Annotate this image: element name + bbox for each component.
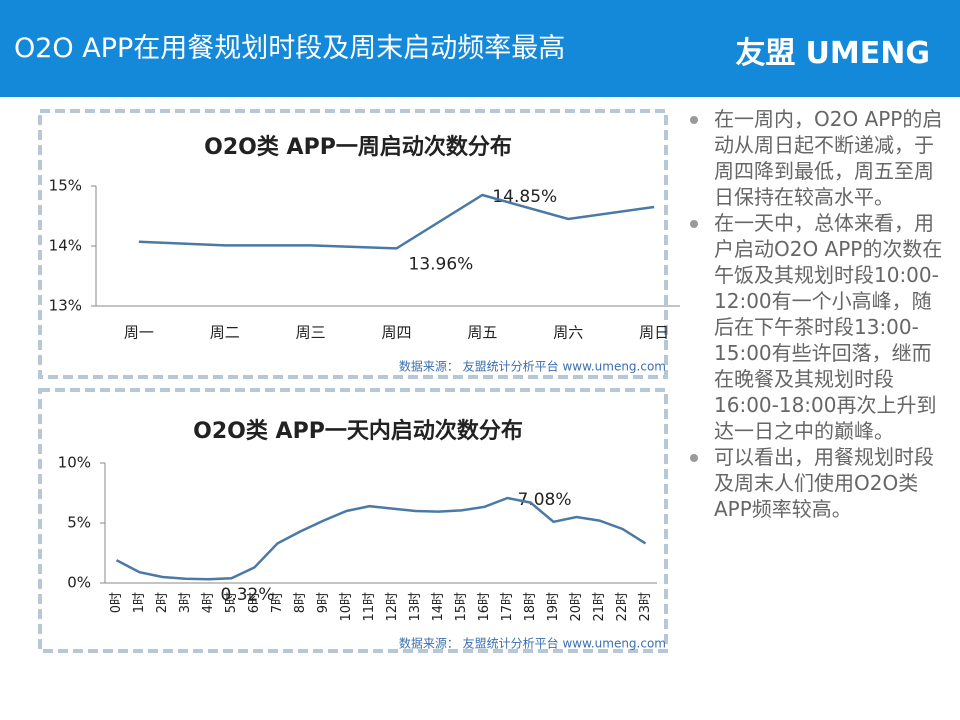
- x-tick-label: 17时: [500, 592, 515, 622]
- x-tick-label: 20时: [569, 592, 584, 622]
- chart-frame: [38, 109, 668, 379]
- x-tick-label: 11时: [362, 592, 377, 622]
- charts: O2O类 APP一周启动次数分布 13% 14% 15% 周一 周二 周三 周四 13.96% 周…: [38, 109, 680, 653]
- source-note: 数据来源： 友盟统计分析平台 www.umeng.com: [399, 359, 666, 374]
- chart-title: O2O类 APP一天内启动次数分布: [193, 418, 523, 444]
- x-tick-label: 14时: [431, 592, 446, 622]
- logo-en: UMENG: [805, 36, 930, 71]
- slide-title: O2O APP在用餐规划时段及周末启动频率最高: [14, 33, 566, 64]
- x-tick-label: 7时: [270, 592, 285, 613]
- y-tick-label: 0%: [67, 574, 91, 592]
- data-label: 13.96%: [409, 254, 474, 274]
- y-tick-label: 14%: [49, 237, 82, 255]
- x-tick-label: 22时: [615, 592, 630, 622]
- chart-title: O2O类 APP一周启动次数分布: [204, 134, 512, 160]
- x-tick-label: 12时: [385, 592, 400, 622]
- x-tick-label: 周五: [467, 324, 497, 342]
- x-tick-label: 6时: [247, 592, 262, 613]
- x-tick-label: 23时: [638, 592, 653, 622]
- series-line: [138, 193, 655, 250]
- x-tick-label: 周日: [639, 324, 669, 342]
- data-label: 0.32%: [221, 585, 275, 605]
- chart-frame: [38, 388, 668, 653]
- series-line: [115, 496, 647, 581]
- x-tick-label: 5时: [224, 592, 239, 613]
- x-tick-label: 周一: [124, 324, 154, 342]
- bullet: 可以看出，用餐规划时段及周末人们使用O2O类APP频率较高。: [688, 444, 946, 522]
- logo: 友盟 UMENG: [726, 28, 930, 72]
- x-tick-label: 8时: [293, 592, 308, 613]
- x-tick-label: 周四: [381, 324, 411, 342]
- x-tick-label: 15时: [454, 592, 469, 622]
- x-tick-label: 13时: [408, 592, 423, 622]
- x-tick-label: 18时: [523, 592, 538, 622]
- x-tick-label: 2时: [155, 592, 170, 613]
- x-tick-label: 21时: [592, 592, 607, 622]
- source-note: 数据来源： 友盟统计分析平台 www.umeng.com: [399, 636, 666, 651]
- x-tick-label: 9时: [316, 592, 331, 613]
- data-label: 14.85%: [492, 187, 557, 207]
- y-tick-label: 15%: [49, 177, 82, 195]
- header-bar: O2O APP在用餐规划时段及周末启动频率最高 友盟 UMENG: [0, 0, 960, 97]
- bullet: 在一天中，总体来看，用户启动O2O APP的次数在午饭及其规划时段10:00-1…: [688, 210, 946, 444]
- x-tick-label: 16时: [477, 592, 492, 622]
- bullets: 在一周内，O2O APP的启动从周日起不断递减，于周四降到最低，周五至周日保持在…: [688, 106, 946, 522]
- x-tick-label: 4时: [201, 592, 216, 613]
- x-tick-label: 1时: [132, 592, 147, 613]
- data-label: 7.08%: [518, 490, 572, 510]
- x-tick-label: 周二: [210, 324, 240, 342]
- x-tick-label: 10时: [339, 592, 354, 622]
- bullet: 在一周内，O2O APP的启动从周日起不断递减，于周四降到最低，周五至周日保持在…: [688, 106, 946, 210]
- x-tick-label: 周六: [553, 324, 583, 342]
- y-tick-label: 5%: [67, 514, 91, 532]
- x-tick-label: 19时: [546, 592, 561, 622]
- y-tick-label: 10%: [58, 454, 91, 472]
- logo-cn: 友盟: [735, 36, 796, 71]
- x-tick-label: 3时: [178, 592, 193, 613]
- x-tick-label: 0时: [109, 592, 124, 613]
- x-tick-label: 周三: [296, 324, 326, 342]
- y-tick-label: 13%: [49, 297, 82, 315]
